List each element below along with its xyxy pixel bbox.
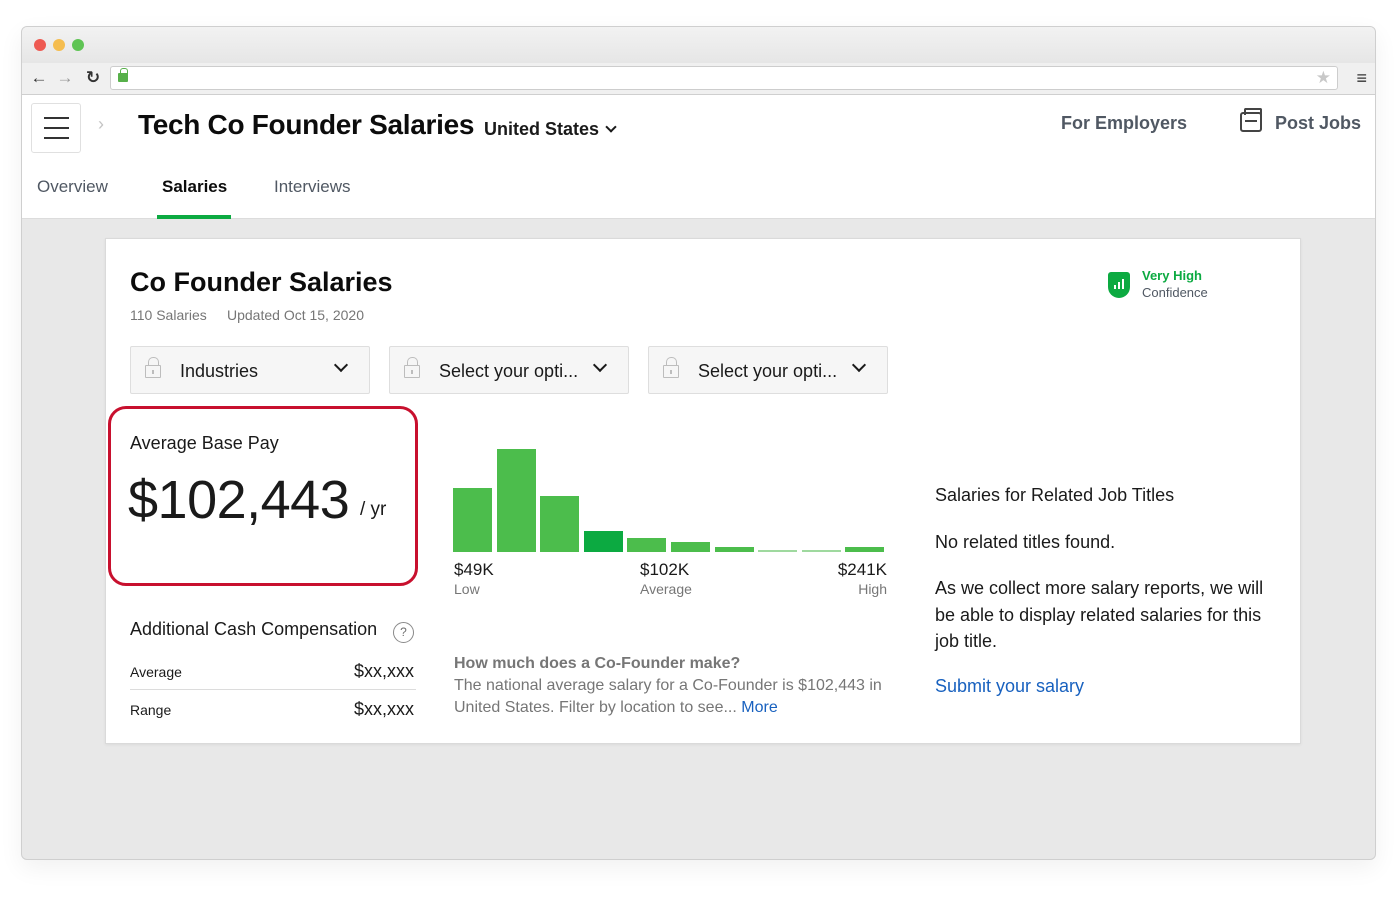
confidence-shield-icon (1108, 272, 1130, 298)
axis-low-value: $49K (454, 560, 494, 579)
minimize-window-button[interactable] (53, 39, 65, 51)
browser-titlebar (22, 27, 1375, 63)
histogram-bar (715, 547, 754, 552)
salary-count: 110 Salaries (130, 307, 207, 323)
active-tab-indicator (157, 215, 231, 219)
additional-cash-title: Additional Cash Compensation (130, 619, 378, 639)
lock-icon (663, 357, 679, 378)
average-base-pay-label: Average Base Pay (130, 433, 279, 453)
chevron-down-icon (592, 357, 608, 373)
histogram-bar (671, 542, 710, 552)
browser-menu-icon[interactable]: ≡ (1356, 68, 1367, 88)
faq-answer: The national average salary for a Co-Fou… (454, 675, 884, 719)
confidence-label: Confidence (1142, 285, 1208, 300)
for-employers-link[interactable]: For Employers (1061, 113, 1188, 133)
briefcase-icon[interactable] (1240, 108, 1262, 132)
confidence-bar (1114, 285, 1116, 289)
country-label: United States (484, 119, 600, 139)
address-bar[interactable]: ★ (110, 66, 1338, 90)
histogram-bar (497, 449, 536, 552)
tab-overview[interactable]: Overview (37, 177, 108, 196)
updated-date: Updated Oct 15, 2020 (227, 307, 364, 323)
breadcrumb-chevron-icon: › (98, 114, 104, 134)
histogram-bar (540, 496, 579, 552)
lock-icon (145, 357, 161, 378)
secure-lock-icon (118, 68, 128, 82)
cash-average-label: Average (130, 664, 182, 680)
average-base-pay-value: $102,443 (128, 470, 350, 530)
reload-icon[interactable]: ↻ (85, 68, 101, 87)
axis-average-caption: Average (640, 581, 692, 597)
histogram-bar (627, 538, 666, 552)
tab-interviews[interactable]: Interviews (274, 177, 351, 196)
cash-average-value: $xx,xxx (353, 661, 414, 681)
chevron-down-icon (333, 357, 349, 373)
back-arrow-icon[interactable]: ← (30, 68, 48, 87)
histogram-bar (845, 547, 884, 552)
divider (130, 689, 416, 690)
browser-toolbar: ← → ↻ ★ ≡ (22, 63, 1375, 95)
filter-label: Industries (180, 361, 259, 381)
salary-card: Co Founder Salaries 110 Salaries Updated… (105, 238, 1301, 744)
no-related-titles: No related titles found. (935, 532, 1116, 552)
related-titles-heading: Salaries for Related Job Titles (935, 485, 1175, 505)
cash-range-value: $xx,xxx (353, 699, 414, 719)
axis-low-caption: Low (454, 581, 480, 597)
salary-histogram (453, 449, 889, 552)
confidence-bar (1118, 282, 1120, 289)
hamburger-line (44, 137, 69, 139)
card-title: Co Founder Salaries (130, 267, 393, 297)
bookmark-star-icon[interactable]: ★ (1315, 68, 1331, 87)
site-header: › Tech Co Founder Salaries United States… (22, 95, 1375, 219)
chevron-down-icon (605, 121, 617, 133)
browser-window: ← → ↻ ★ ≡ › Tech Co Founder Salaries Uni… (21, 26, 1376, 860)
average-pay-highlight (108, 406, 418, 586)
faq-question: How much does a Co-Founder make? (454, 655, 741, 672)
faq-answer-text: The national average salary for a Co-Fou… (454, 677, 882, 716)
axis-average-value: $102K (640, 560, 690, 579)
axis-high-caption: High (858, 581, 887, 597)
histogram-bar (802, 550, 841, 552)
option-filter-3[interactable]: Select your opti... (648, 346, 888, 394)
industries-filter[interactable]: Industries (130, 346, 370, 394)
confidence-bar (1122, 279, 1124, 289)
histogram-bar (758, 550, 797, 552)
related-description: As we collect more salary reports, we wi… (935, 578, 1264, 651)
axis-high-value: $241K (837, 560, 887, 579)
hamburger-line (44, 127, 69, 129)
confidence-level: Very High (1142, 268, 1202, 283)
post-jobs-link[interactable]: Post Jobs (1275, 113, 1362, 133)
page-title: Tech Co Founder Salaries (138, 109, 475, 140)
close-window-button[interactable] (34, 39, 46, 51)
pay-unit: / yr (360, 499, 387, 520)
filter-label: Select your opti... (439, 361, 579, 381)
hamburger-menu-button[interactable] (31, 103, 81, 153)
lock-icon (404, 357, 420, 378)
help-icon[interactable]: ? (393, 622, 414, 643)
country-selector[interactable]: United States (484, 119, 617, 140)
hamburger-line (44, 117, 69, 119)
tab-salaries[interactable]: Salaries (162, 177, 228, 196)
chevron-down-icon (851, 357, 867, 373)
option-filter-2[interactable]: Select your opti... (389, 346, 629, 394)
filter-label: Select your opti... (698, 361, 838, 381)
histogram-bar (453, 488, 492, 552)
histogram-bar (584, 531, 623, 552)
maximize-window-button[interactable] (72, 39, 84, 51)
more-link[interactable]: More (741, 699, 778, 716)
submit-salary-link[interactable]: Submit your salary (935, 676, 1085, 696)
forward-arrow-icon[interactable]: → (56, 68, 74, 87)
cash-range-label: Range (130, 702, 172, 718)
